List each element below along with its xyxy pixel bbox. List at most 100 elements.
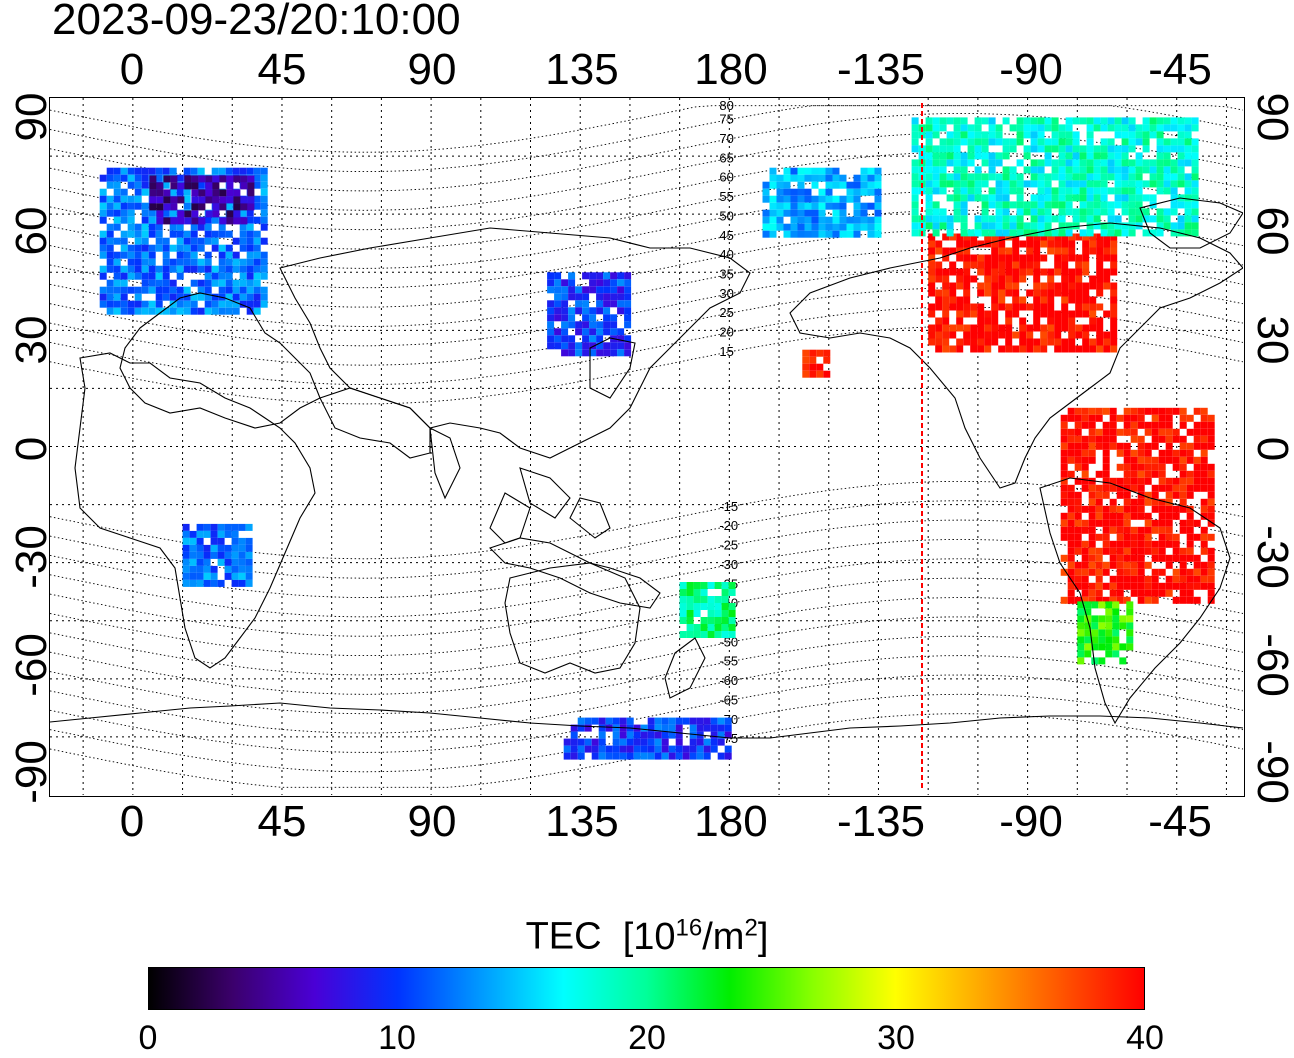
tec-cell [561,335,569,343]
tec-cell [1030,201,1038,209]
tec-cell [1186,449,1194,457]
tec-cell [1086,159,1094,167]
tec-cell [211,237,219,245]
tec-cell [911,159,919,167]
tec-cell [1091,657,1099,665]
tec-cell [640,745,648,753]
tec-cell [1109,512,1117,520]
tec-cell [1016,180,1024,188]
tec-cell [233,210,241,218]
tec-cell [1177,222,1185,230]
tec-cell [853,188,861,196]
tec-cell [155,244,163,252]
tec-cell [177,196,185,204]
tec-cell [1005,233,1013,241]
bottom-lon-tick: 180 [694,797,768,846]
tec-cell [728,603,736,610]
tec-cell [238,551,246,559]
tec-cell [204,265,212,273]
tec-cell [724,745,732,753]
tec-cell [1058,180,1066,188]
tec-cell [939,222,947,230]
tec-cell [1207,561,1215,569]
tec-cell [1082,331,1090,339]
tec-cell [981,131,989,139]
tec-cell [1077,615,1085,623]
tec-cell [120,202,128,210]
tec-cell [942,303,950,311]
tec-cell [106,181,114,189]
tec-cell [998,303,1006,311]
tec-cell [1163,187,1171,195]
tec-cell [1089,240,1097,248]
tec-cell [1019,331,1027,339]
tec-cell [707,582,715,589]
tec-cell [170,203,178,211]
tec-cell [1098,643,1106,651]
tec-cell [1084,643,1092,651]
tec-cell [134,167,142,175]
tec-cell [1114,145,1122,153]
tec-cell [1184,159,1192,167]
tec-cell [1179,456,1187,464]
tec-cell [1088,596,1096,604]
tec-cell [120,209,128,217]
tec-cell [1068,338,1076,346]
tec-cell [1030,215,1038,223]
tec-cell [967,124,975,132]
tec-cell [932,187,940,195]
tec-cell [1093,180,1101,188]
tec-cell [1184,124,1192,132]
tec-cell [1016,229,1024,237]
tec-cell [825,230,833,238]
tec-cell [1126,629,1134,637]
tec-cell [1177,131,1185,139]
tec-cell [554,307,562,315]
tec-cell [162,251,170,259]
tec-cell [198,217,206,225]
tec-cell [577,752,585,760]
tec-cell [1040,338,1048,346]
tec-cell [946,145,954,153]
tec-cell [1200,498,1208,506]
tec-cell [197,258,205,266]
tec-cell [598,731,606,739]
tec-cell [1163,145,1171,153]
tec-cell [963,310,971,318]
tec-cell [1095,596,1103,604]
tec-cell [974,173,982,181]
tec-cell [106,293,114,301]
bottom-lon-tick: -45 [1148,797,1212,846]
left-lat-tick: 30 [7,315,56,365]
tec-cell [1074,407,1082,415]
tec-cell [1200,533,1208,541]
tec-cell [1074,596,1082,604]
tec-cell [1051,145,1059,153]
tec-cell [977,310,985,318]
tec-cell [1067,512,1075,520]
tec-cell [149,203,157,211]
tec-cell [1086,138,1094,146]
tec-cell [1151,414,1159,422]
tec-cell [1191,145,1199,153]
tec-cell [212,189,220,197]
tec-cell [1184,152,1192,160]
tec-cell [1123,414,1131,422]
tec-cell [1002,222,1010,230]
tec-cell [163,189,171,197]
tec-cell [1123,575,1131,583]
tec-cell [156,189,164,197]
tec-cell [246,223,254,231]
tec-cell [1123,463,1131,471]
tec-cell [647,752,655,760]
tec-cell [1095,561,1103,569]
tec-cell [1072,208,1080,216]
tec-cell [1033,275,1041,283]
tec-cell [974,215,982,223]
tec-cell [991,324,999,332]
tec-cell [240,182,248,190]
tec-cell [260,300,268,308]
tec-cell [577,724,585,732]
tec-cell [1158,589,1166,597]
tec-cell [689,745,697,753]
